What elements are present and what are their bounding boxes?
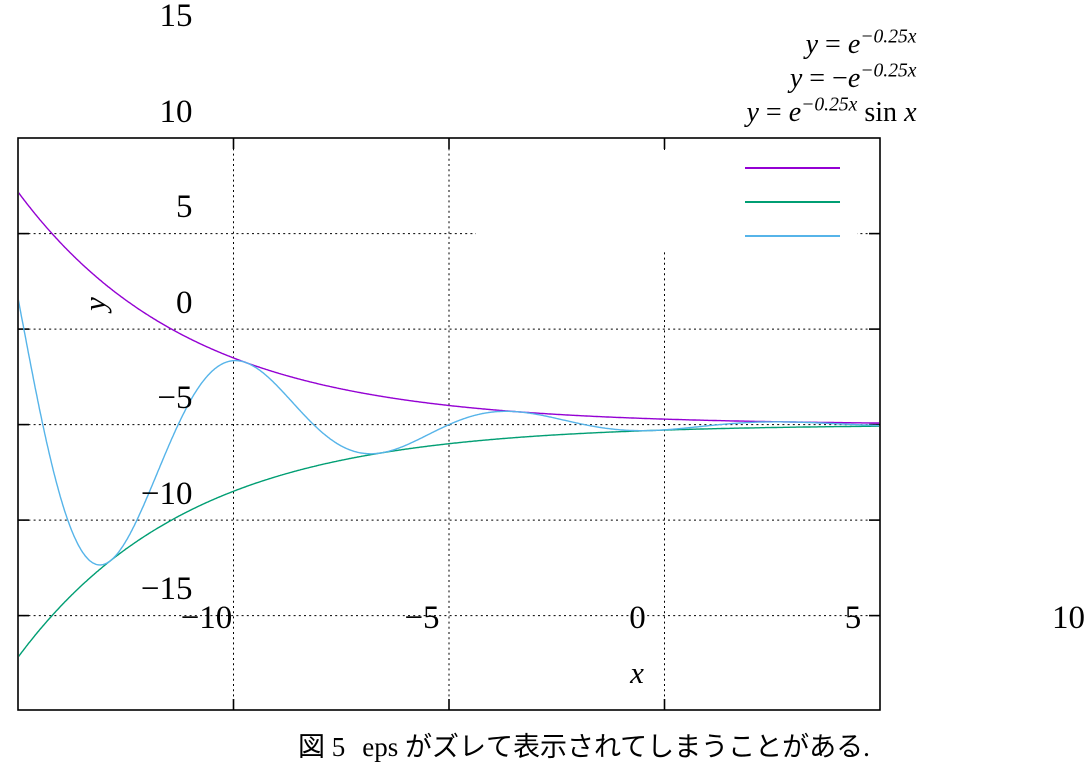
legend-label-part: e (788, 97, 802, 128)
legend-label-part: = (758, 97, 789, 128)
y-tick-label: 0 (176, 284, 193, 321)
legend-label-part: −0.25x (860, 26, 917, 48)
x-tick-label: 5 (844, 600, 862, 636)
y-tick-label: −15 (140, 571, 193, 608)
x-axis-title: x (630, 655, 644, 690)
legend-label-2: y = e−0.25x sin x (746, 94, 917, 130)
legend-label-part: y (805, 29, 819, 60)
legend-label-part: y (789, 63, 803, 94)
legend-label-part: e (847, 29, 861, 60)
y-tick-label: 10 (159, 93, 193, 130)
legend-label-part: = − (802, 63, 848, 94)
curve-series-1 (19, 425, 879, 658)
x-tick-label: 0 (629, 600, 646, 636)
legend-label-part: sin (857, 97, 905, 128)
legend-label-part: = (818, 29, 848, 60)
y-tick-label: 15 (159, 0, 193, 35)
legend-label-part: x (904, 97, 917, 128)
y-tick-label: −5 (157, 380, 193, 417)
y-tick-label: −10 (140, 475, 193, 512)
legend-label-part: e (847, 63, 861, 94)
x-tick-label: −10 (180, 600, 233, 636)
plot-border (17, 137, 881, 711)
curve-series-2 (19, 299, 879, 566)
figure-caption: 図 5 eps がズレて表示されてしまうことがある. (298, 728, 870, 766)
y-axis-title: y (77, 297, 112, 311)
curve-series-0 (19, 192, 879, 424)
caption-label: 図 5 (298, 732, 346, 762)
legend-label-part: −0.25x (801, 94, 858, 116)
legend-label-part: −0.25x (860, 60, 917, 82)
y-tick-label: 5 (176, 189, 193, 226)
x-tick-label: 10 (1052, 600, 1085, 636)
x-tick-label: −5 (404, 600, 440, 636)
legend-label-part: y (746, 97, 759, 128)
legend-label-0: y = e−0.25x (805, 26, 917, 62)
legend-label-1: y = −e−0.25x (789, 60, 917, 96)
caption-text: eps がズレて表示されてしまうことがある. (362, 732, 870, 762)
